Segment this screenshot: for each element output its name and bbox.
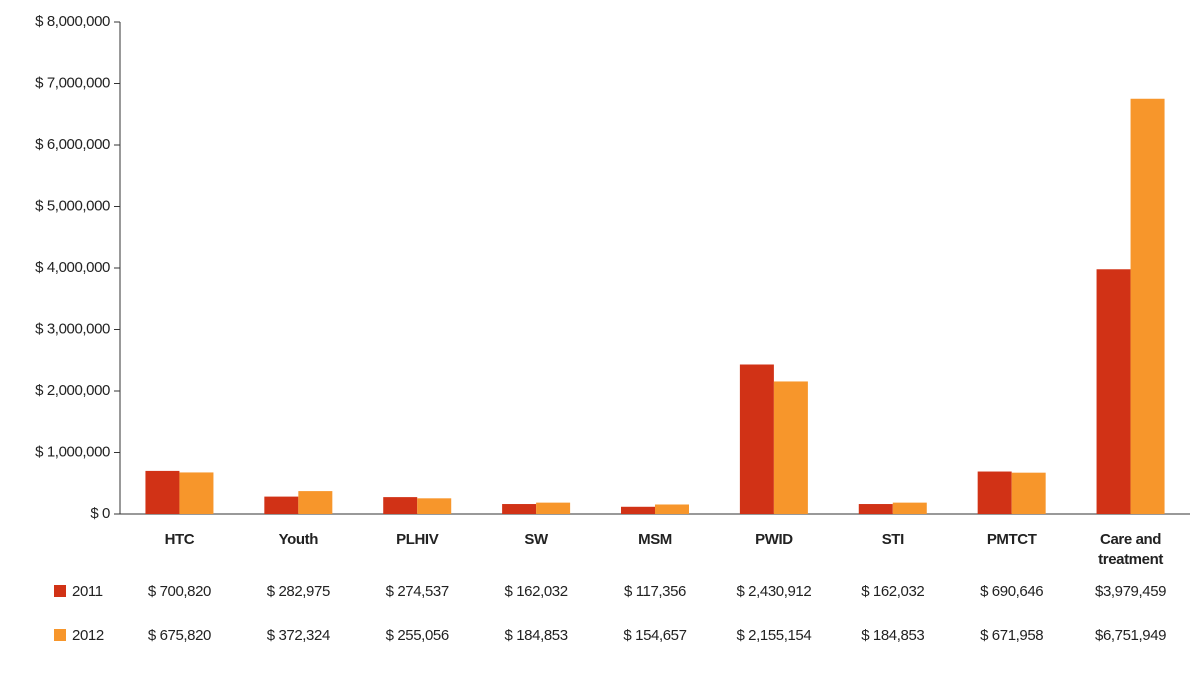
y-tick-label: $ 8,000,000 — [35, 13, 110, 30]
value-label: $ 700,820 — [148, 583, 211, 600]
bar — [858, 504, 893, 514]
y-tick-label: $ 2,000,000 — [35, 382, 110, 399]
y-tick-label: $ 7,000,000 — [35, 74, 110, 91]
bar — [179, 472, 214, 514]
y-tick-label: $ 1,000,000 — [35, 443, 110, 460]
bar — [892, 502, 927, 514]
value-label: $ 184,853 — [861, 627, 924, 644]
x-tick-label: PWID — [755, 531, 793, 548]
value-label: $ 117,356 — [624, 583, 686, 600]
bar — [655, 504, 689, 514]
bar — [773, 381, 808, 514]
bar — [145, 470, 180, 514]
bar — [502, 504, 537, 514]
value-label: $ 671,958 — [980, 627, 1043, 644]
y-tick-label: $ 4,000,000 — [35, 259, 110, 276]
x-tick-label: HTC — [165, 531, 195, 548]
legend-swatch — [54, 629, 66, 641]
x-tick-label: Youth — [279, 531, 319, 548]
value-label: $3,979,459 — [1095, 583, 1166, 600]
bar — [417, 498, 452, 514]
bar — [298, 491, 333, 514]
value-label: $ 255,056 — [386, 627, 449, 644]
y-tick-label: $ 0 — [90, 505, 110, 522]
value-label: $ 184,853 — [505, 627, 568, 644]
value-label: $ 282,975 — [267, 583, 330, 600]
value-label: $ 675,820 — [148, 627, 211, 644]
value-label: $6,751,949 — [1095, 627, 1166, 644]
value-label: $ 162,032 — [505, 583, 568, 600]
bar — [739, 364, 774, 514]
legend-label: 2011 — [72, 583, 103, 600]
value-label: $ 690,646 — [980, 583, 1043, 600]
bar — [1130, 98, 1165, 515]
bar — [1096, 269, 1131, 514]
x-tick-label: Care and treatment — [1098, 531, 1163, 568]
bar — [1011, 472, 1046, 514]
x-tick-label: STI — [882, 531, 904, 548]
value-label: $ 372,324 — [267, 627, 330, 644]
x-tick-label: MSM — [638, 531, 672, 548]
bar — [977, 471, 1012, 514]
bar — [264, 496, 299, 514]
y-tick-label: $ 5,000,000 — [35, 197, 110, 214]
x-tick-label: PLHIV — [396, 531, 439, 548]
bar — [536, 502, 571, 514]
legend-swatch — [54, 585, 66, 597]
value-label: $ 2,430,912 — [736, 583, 811, 600]
y-tick-label: $ 6,000,000 — [35, 136, 110, 153]
legend-label: 2012 — [72, 627, 104, 644]
y-tick-label: $ 3,000,000 — [35, 320, 110, 337]
x-tick-label: SW — [524, 531, 549, 548]
value-label: $ 274,537 — [386, 583, 449, 600]
bar — [621, 506, 655, 514]
value-label: $ 154,657 — [623, 627, 686, 644]
value-label: $ 2,155,154 — [736, 627, 811, 644]
x-tick-label: PMTCT — [987, 531, 1037, 548]
bar — [383, 497, 418, 514]
value-label: $ 162,032 — [861, 583, 924, 600]
